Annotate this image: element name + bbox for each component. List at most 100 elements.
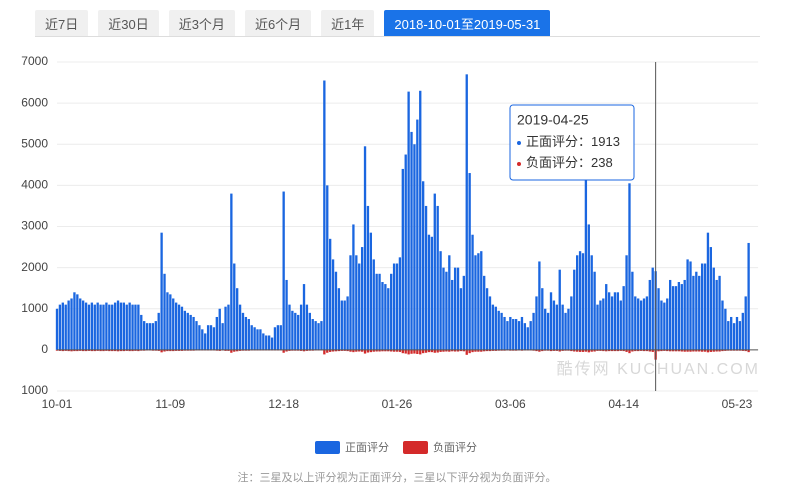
- bars: [55, 74, 759, 360]
- bar: [535, 296, 538, 350]
- bar: [639, 300, 643, 350]
- bar: [456, 349, 460, 352]
- bar: [58, 304, 62, 350]
- bar: [485, 288, 489, 350]
- bar: [445, 271, 448, 350]
- bar: [401, 349, 404, 354]
- range-tab[interactable]: 近7日: [35, 10, 89, 36]
- bar: [337, 349, 341, 352]
- x-tick-label: 05-23: [722, 397, 753, 411]
- bar: [375, 273, 378, 350]
- bar: [741, 312, 744, 350]
- bar: [703, 349, 707, 352]
- bar: [491, 304, 495, 350]
- bar: [695, 349, 698, 352]
- bar: [256, 329, 259, 350]
- bar: [747, 349, 750, 353]
- bar: [480, 251, 483, 350]
- bar: [305, 349, 309, 351]
- range-tab[interactable]: 近1年: [321, 10, 375, 36]
- bar: [180, 306, 184, 350]
- bar: [587, 349, 590, 353]
- bar: [570, 349, 573, 352]
- tooltip-date: 2019-04-25: [517, 112, 589, 128]
- bar: [259, 329, 262, 350]
- bar: [648, 349, 651, 352]
- bar: [230, 193, 233, 350]
- range-tab[interactable]: 近6个月: [244, 10, 312, 36]
- legend-label: 正面评分: [345, 441, 389, 454]
- bar: [631, 271, 634, 350]
- bar: [125, 349, 128, 351]
- bar: [375, 349, 378, 352]
- bar: [369, 232, 373, 350]
- bar: [558, 349, 561, 352]
- bar: [695, 271, 698, 350]
- bar: [491, 349, 495, 351]
- bar: [157, 349, 160, 351]
- bar: [494, 349, 497, 351]
- tooltip-label: 正面评分：1913: [526, 134, 620, 149]
- bar: [390, 349, 393, 352]
- bar: [494, 306, 497, 350]
- bar: [634, 349, 637, 352]
- bar: [326, 185, 329, 350]
- bar: [671, 349, 675, 352]
- bar: [692, 275, 695, 350]
- bar: [329, 349, 332, 352]
- bar: [500, 312, 503, 350]
- bar: [610, 296, 614, 350]
- bar: [657, 288, 660, 350]
- bar: [555, 349, 558, 351]
- bar: [201, 329, 204, 350]
- range-tab[interactable]: 2018-10-01至2019-05-31: [384, 10, 551, 36]
- bar: [131, 304, 134, 350]
- bar: [741, 349, 744, 351]
- bar: [666, 298, 669, 350]
- bar: [108, 349, 111, 352]
- bar: [546, 312, 550, 350]
- bar: [372, 349, 375, 352]
- bar: [509, 316, 512, 350]
- bar: [137, 304, 140, 350]
- bar: [105, 349, 108, 351]
- bar: [294, 312, 297, 350]
- x-tick-label: 04-14: [608, 397, 639, 411]
- bar: [61, 349, 64, 352]
- range-tab[interactable]: 近3个月: [168, 10, 235, 36]
- bar: [131, 349, 134, 352]
- bar: [413, 144, 416, 350]
- bar: [692, 349, 695, 352]
- bar: [285, 349, 288, 352]
- bar: [282, 349, 285, 353]
- x-tick-label: 03-06: [495, 397, 526, 411]
- bar: [433, 349, 436, 353]
- bar: [108, 304, 111, 350]
- bar: [204, 333, 207, 350]
- bar: [308, 312, 311, 350]
- bar: [177, 349, 181, 351]
- bar: [99, 349, 102, 352]
- bar: [311, 319, 314, 350]
- legend-label: 负面评分: [433, 440, 477, 454]
- range-tab[interactable]: 近30日: [98, 10, 159, 36]
- bar: [128, 302, 131, 350]
- bar: [189, 314, 192, 350]
- bar: [113, 302, 117, 350]
- bar: [605, 284, 608, 350]
- bar: [360, 349, 364, 352]
- bar: [267, 335, 271, 350]
- bar: [576, 255, 579, 350]
- y-tick-label: 1000: [21, 383, 48, 397]
- bar: [706, 232, 710, 350]
- bar: [616, 349, 620, 352]
- bar: [352, 349, 355, 353]
- bar: [416, 119, 419, 350]
- bar: [637, 298, 640, 350]
- bar: [648, 279, 651, 350]
- bar: [87, 304, 91, 350]
- bar: [462, 349, 465, 352]
- bar: [732, 323, 736, 350]
- bar: [721, 300, 724, 350]
